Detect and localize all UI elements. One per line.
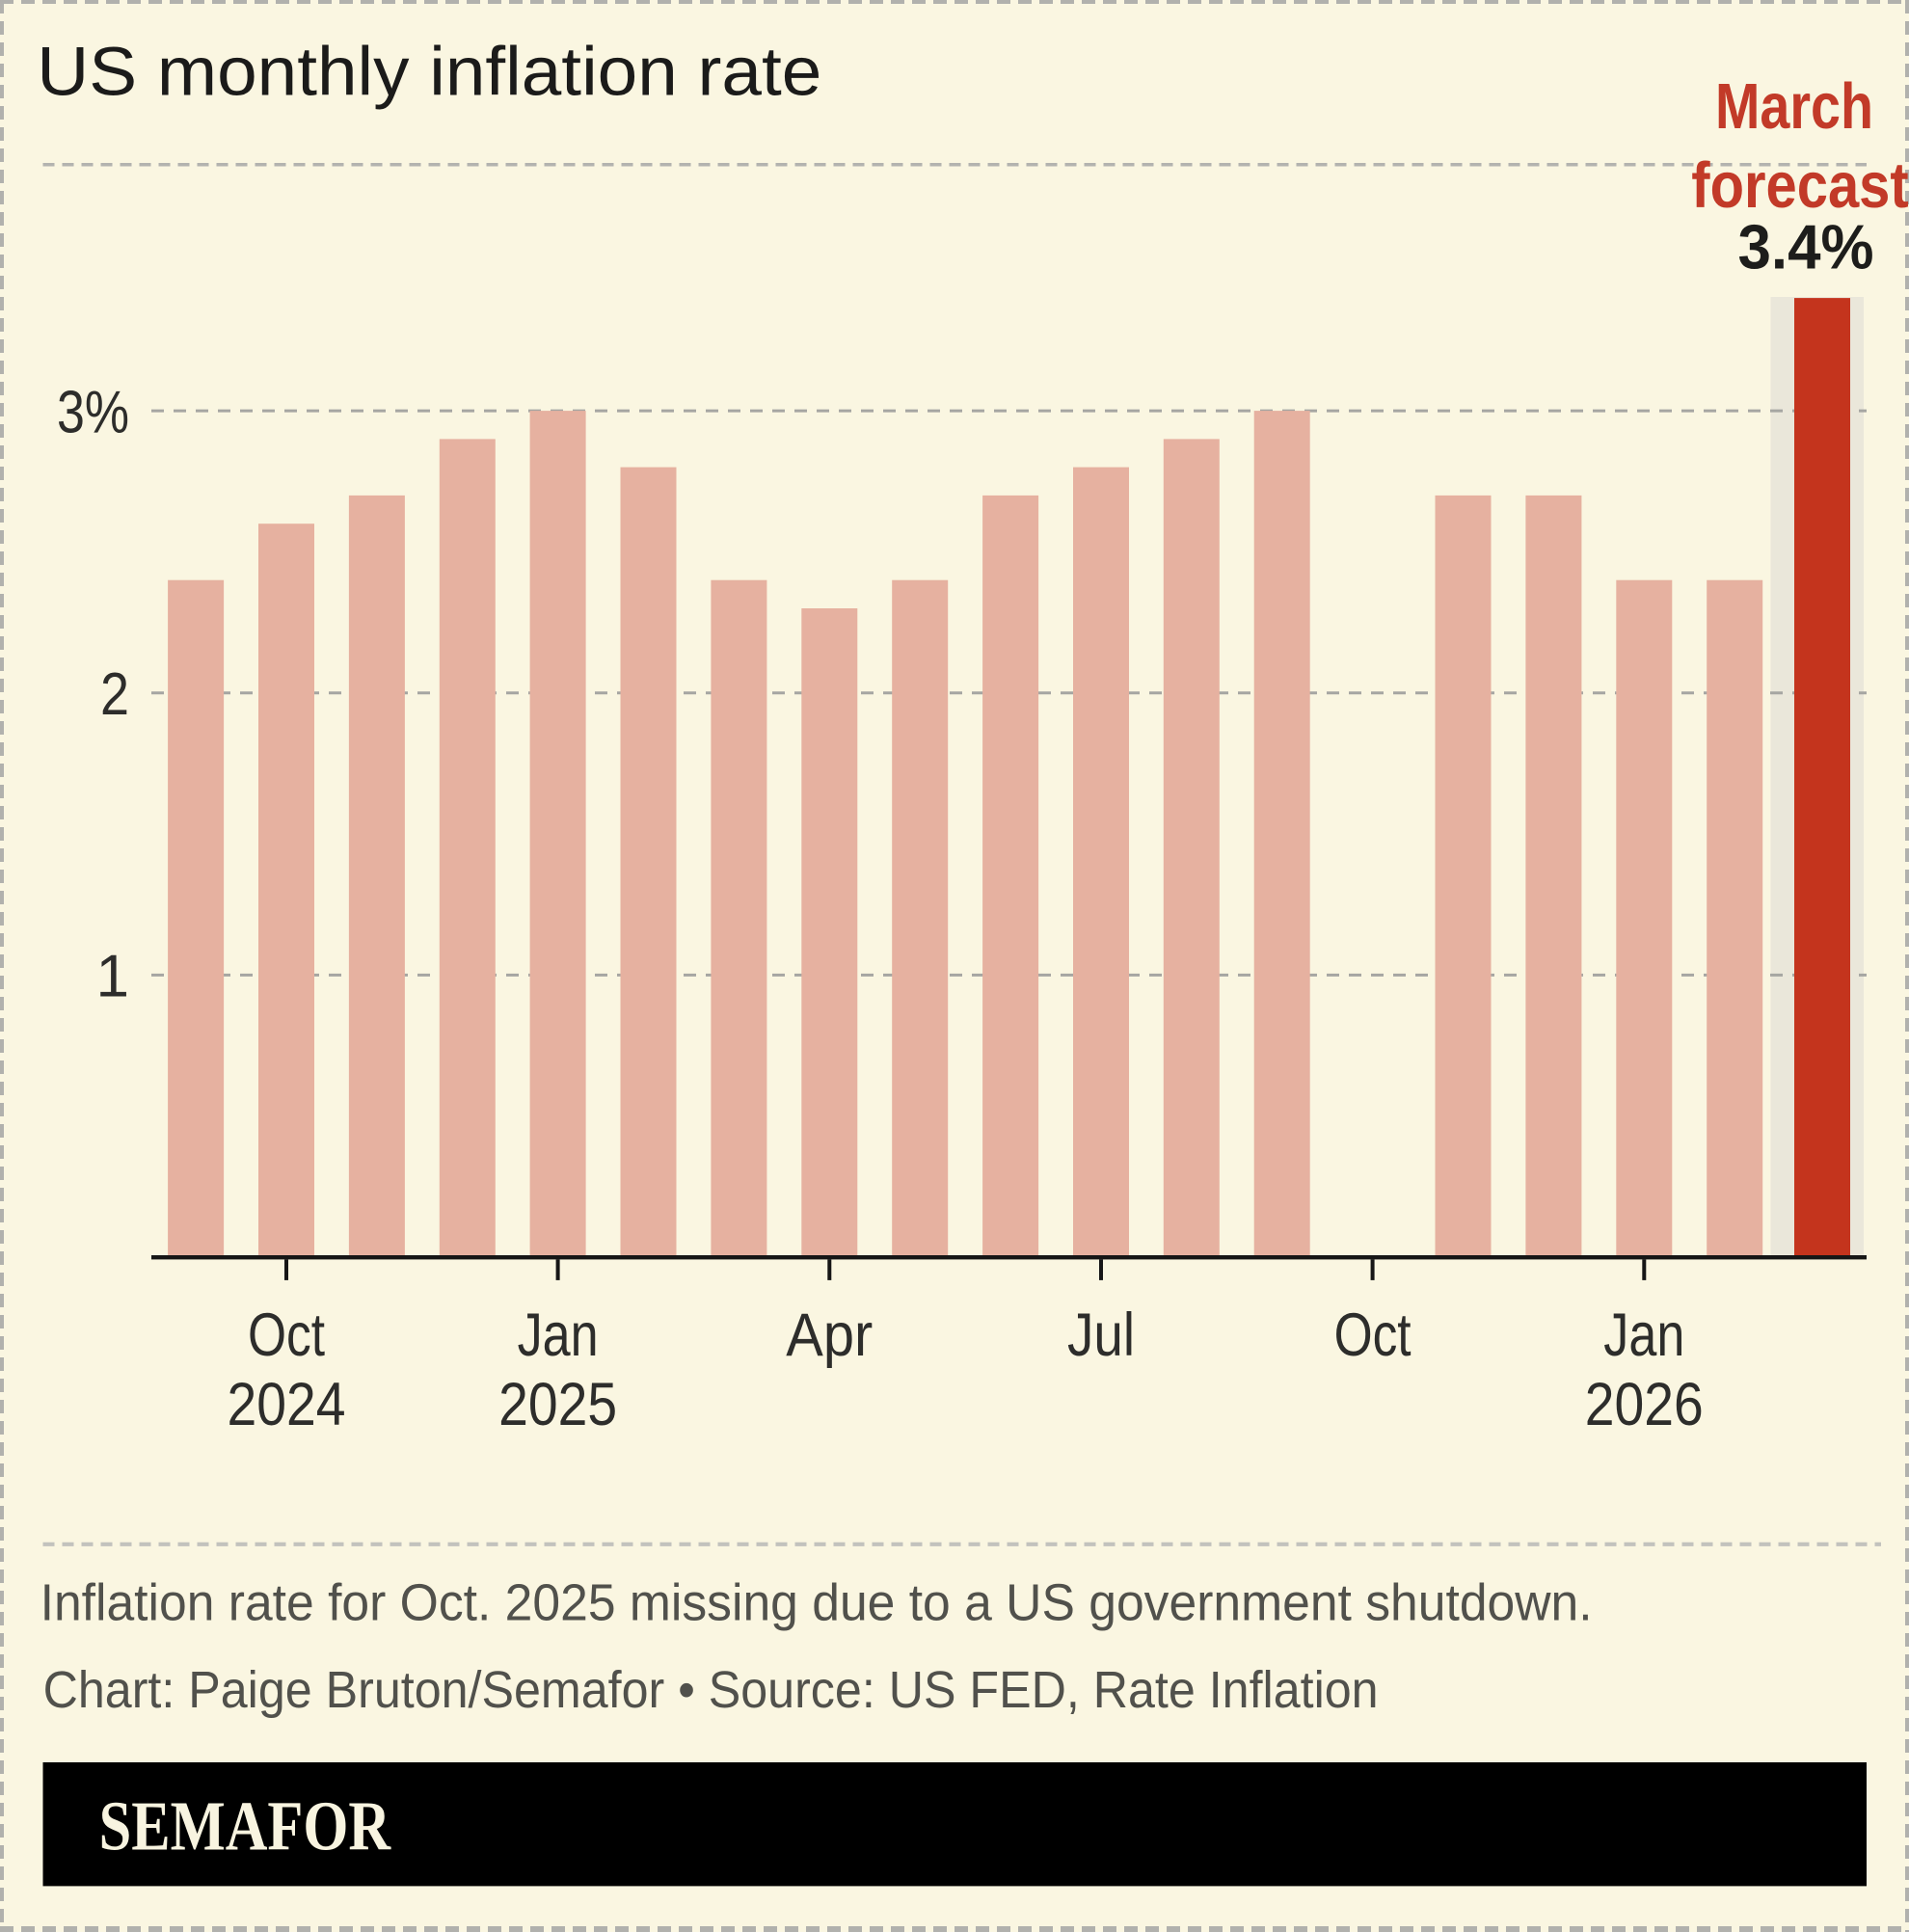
svg-text:Apr: Apr xyxy=(786,1301,873,1369)
svg-text:2024: 2024 xyxy=(228,1371,346,1438)
svg-text:3%: 3% xyxy=(57,380,129,446)
svg-text:3.4%: 3.4% xyxy=(1738,212,1874,282)
svg-text:1: 1 xyxy=(96,944,129,1010)
svg-text:Inflation rate for Oct. 2025 m: Inflation rate for Oct. 2025 missing due… xyxy=(40,1573,1593,1631)
svg-text:forecast: forecast xyxy=(1691,149,1908,222)
svg-text:Oct: Oct xyxy=(248,1301,325,1369)
svg-text:Jan: Jan xyxy=(518,1301,599,1369)
svg-text:2025: 2025 xyxy=(498,1371,617,1438)
svg-text:Jul: Jul xyxy=(1067,1301,1135,1369)
svg-text:March: March xyxy=(1715,70,1873,143)
svg-text:Oct: Oct xyxy=(1334,1301,1412,1369)
svg-text:US monthly inflation rate: US monthly inflation rate xyxy=(37,35,821,111)
svg-text:2: 2 xyxy=(100,661,129,728)
svg-text:2026: 2026 xyxy=(1585,1371,1704,1438)
svg-text:Jan: Jan xyxy=(1603,1301,1684,1369)
svg-text:SEMAFOR: SEMAFOR xyxy=(99,1787,392,1865)
svg-text:Chart: Paige Bruton/Semafor •: Chart: Paige Bruton/Semafor • Source: US… xyxy=(43,1661,1379,1719)
